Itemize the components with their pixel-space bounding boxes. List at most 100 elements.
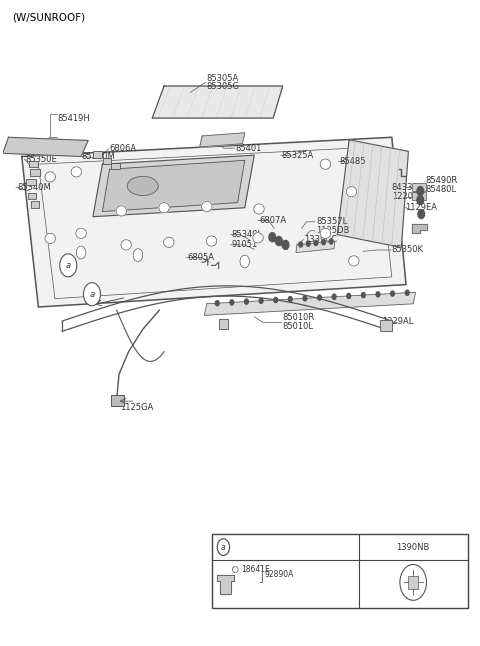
Circle shape	[216, 300, 219, 306]
Circle shape	[418, 210, 424, 218]
Ellipse shape	[76, 228, 86, 238]
Circle shape	[391, 291, 395, 296]
FancyBboxPatch shape	[219, 319, 228, 329]
Text: 91051: 91051	[231, 240, 258, 249]
Polygon shape	[93, 155, 254, 216]
FancyBboxPatch shape	[29, 161, 38, 167]
Text: 85340M: 85340M	[17, 183, 51, 192]
Text: 85010R: 85010R	[283, 313, 315, 322]
Circle shape	[240, 255, 250, 268]
Ellipse shape	[348, 256, 359, 266]
Polygon shape	[22, 137, 406, 307]
Circle shape	[405, 290, 409, 295]
Text: 85325A: 85325A	[282, 151, 314, 160]
Circle shape	[361, 293, 365, 298]
Text: 85350K: 85350K	[392, 245, 424, 255]
Ellipse shape	[164, 237, 174, 247]
Text: 1125DB: 1125DB	[316, 226, 349, 235]
FancyBboxPatch shape	[30, 169, 40, 176]
Ellipse shape	[116, 206, 127, 216]
Polygon shape	[412, 224, 427, 233]
Ellipse shape	[346, 187, 357, 197]
Ellipse shape	[202, 202, 212, 211]
Text: 84339: 84339	[392, 183, 419, 192]
Text: 1229AL: 1229AL	[383, 317, 414, 326]
Polygon shape	[3, 137, 88, 156]
Ellipse shape	[206, 236, 217, 246]
Circle shape	[244, 299, 248, 304]
Text: (W/SUNROOF): (W/SUNROOF)	[12, 12, 85, 23]
FancyBboxPatch shape	[103, 158, 111, 164]
Circle shape	[303, 296, 307, 301]
Circle shape	[417, 187, 424, 196]
Text: 85340L: 85340L	[231, 230, 263, 239]
Polygon shape	[204, 292, 416, 315]
FancyBboxPatch shape	[94, 151, 102, 158]
Circle shape	[347, 293, 351, 298]
FancyBboxPatch shape	[408, 576, 418, 589]
Circle shape	[230, 300, 234, 305]
Polygon shape	[296, 241, 335, 253]
Polygon shape	[152, 86, 283, 118]
Text: 85357L: 85357L	[316, 217, 347, 226]
Circle shape	[133, 249, 143, 262]
Text: a: a	[221, 543, 226, 552]
Circle shape	[329, 239, 333, 244]
Ellipse shape	[121, 240, 132, 250]
Circle shape	[76, 246, 86, 259]
Text: 85419H: 85419H	[57, 114, 90, 123]
Text: 85480L: 85480L	[425, 185, 456, 194]
Text: 6806A: 6806A	[109, 144, 137, 153]
Ellipse shape	[45, 172, 56, 182]
FancyBboxPatch shape	[212, 534, 468, 608]
FancyBboxPatch shape	[380, 320, 392, 331]
Text: 6807A: 6807A	[259, 216, 286, 225]
Ellipse shape	[45, 233, 56, 244]
FancyBboxPatch shape	[412, 183, 426, 191]
Circle shape	[314, 240, 318, 245]
Text: 85350E: 85350E	[25, 154, 57, 163]
Circle shape	[322, 240, 325, 245]
Text: 1390NB: 1390NB	[396, 543, 430, 552]
Polygon shape	[200, 133, 245, 147]
Text: 1125GA: 1125GA	[120, 403, 154, 412]
Ellipse shape	[254, 204, 264, 214]
Circle shape	[400, 565, 426, 600]
FancyBboxPatch shape	[111, 163, 120, 169]
Circle shape	[259, 298, 263, 304]
Text: 85305G: 85305G	[207, 82, 240, 91]
Text: 85010L: 85010L	[283, 322, 314, 331]
Circle shape	[318, 295, 322, 300]
Circle shape	[299, 242, 302, 247]
Circle shape	[332, 294, 336, 299]
Circle shape	[276, 236, 282, 245]
Circle shape	[417, 196, 424, 205]
Ellipse shape	[232, 567, 238, 572]
Text: 85401: 85401	[235, 143, 262, 152]
Text: a: a	[66, 261, 71, 270]
Ellipse shape	[159, 203, 169, 213]
Ellipse shape	[71, 167, 82, 177]
FancyBboxPatch shape	[111, 395, 124, 406]
Circle shape	[60, 254, 77, 277]
FancyBboxPatch shape	[31, 202, 39, 208]
Text: 85340M: 85340M	[81, 152, 115, 161]
Circle shape	[288, 297, 292, 302]
FancyBboxPatch shape	[28, 193, 36, 200]
Text: 85305A: 85305A	[207, 74, 239, 83]
Polygon shape	[217, 575, 234, 594]
Text: 1129EA: 1129EA	[405, 203, 437, 212]
Circle shape	[217, 539, 229, 556]
Circle shape	[282, 240, 289, 249]
Text: a: a	[89, 289, 95, 298]
Text: 6805A: 6805A	[188, 253, 215, 262]
Polygon shape	[337, 140, 408, 247]
Ellipse shape	[320, 159, 331, 169]
Circle shape	[274, 297, 277, 302]
Text: 18641E: 18641E	[241, 565, 270, 574]
Text: 85485: 85485	[340, 157, 366, 166]
Text: 85490R: 85490R	[425, 176, 457, 185]
Circle shape	[376, 292, 380, 297]
Text: 1220BC: 1220BC	[392, 193, 424, 202]
Ellipse shape	[127, 176, 158, 196]
